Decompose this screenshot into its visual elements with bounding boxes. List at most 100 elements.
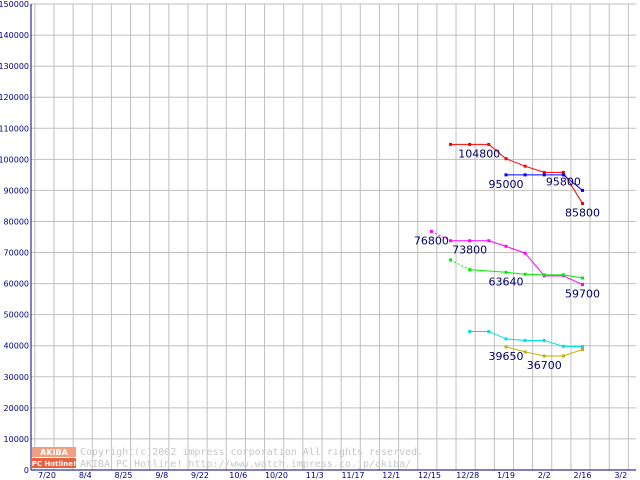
y-tick-label: 50000 <box>4 311 29 320</box>
copyright-line-1: Copyright(c)2002 impress corporation All… <box>80 447 423 458</box>
data-label: 95800 <box>546 175 581 188</box>
y-tick-label: 90000 <box>4 186 29 195</box>
copyright-line-2: AKIBA PC Hotline! http://www.watch.impre… <box>80 459 411 470</box>
data-point <box>561 344 565 348</box>
series-segment <box>563 174 583 191</box>
data-label: 39650 <box>489 350 524 363</box>
data-point <box>487 239 491 243</box>
data-point <box>449 239 453 243</box>
x-tick-label: 12/15 <box>418 471 441 480</box>
data-point <box>523 338 527 342</box>
series-segment <box>544 339 564 347</box>
x-tick-label: 9/8 <box>155 471 168 480</box>
x-tick-label: 8/4 <box>79 471 92 480</box>
x-tick-label: 8/25 <box>115 471 133 480</box>
x-tick-label: 3/2 <box>614 471 627 480</box>
data-point <box>468 142 472 146</box>
series-segment <box>505 271 526 275</box>
data-point <box>581 188 584 192</box>
data-label: 76800 <box>414 234 449 247</box>
series-segment <box>563 275 583 285</box>
y-tick-label: 40000 <box>4 342 29 351</box>
data-label: 104800 <box>458 147 500 160</box>
y-axis-ticks: 0 10000 20000 30000 40000 50000 60000 70000 8000… <box>0 0 29 475</box>
x-tick-label: 11/3 <box>306 471 324 480</box>
x-tick-label: 12/1 <box>382 471 400 480</box>
grid <box>31 3 636 471</box>
series-segment <box>488 330 507 340</box>
data-point <box>449 258 453 262</box>
data-point <box>504 345 508 349</box>
x-axis-ticks: 7/20 8/4 8/25 9/8 9/22 10/6 10/20 11/3 11/17 12/1… <box>38 471 627 480</box>
series-segment <box>450 259 470 271</box>
series <box>429 142 584 358</box>
watermark: AKIBA PC Hotline! Copyright(c)2002 impre… <box>32 447 423 470</box>
data-point <box>561 354 565 358</box>
logo-bottom-text: PC Hotline! <box>32 460 76 468</box>
data-point <box>542 354 546 358</box>
data-point <box>487 142 491 146</box>
logo-top-text: AKIBA <box>40 448 68 457</box>
x-tick-label: 9/22 <box>191 471 209 480</box>
x-tick-label: 2/16 <box>574 471 592 480</box>
series-segment <box>563 348 583 357</box>
series-segment <box>505 346 526 353</box>
data-point <box>468 268 472 272</box>
y-tick-label: 30000 <box>4 373 29 382</box>
y-tick-label: 140000 <box>0 31 29 40</box>
data-point <box>581 347 584 351</box>
y-tick-label: 120000 <box>0 93 29 102</box>
data-point <box>542 338 546 342</box>
series-5 <box>468 329 584 349</box>
series-segment <box>563 274 583 279</box>
x-tick-label: 11/17 <box>341 471 364 480</box>
data-label: 36700 <box>527 359 562 372</box>
series-6 <box>504 345 584 358</box>
data-point <box>504 270 508 274</box>
data-label: 85800 <box>565 206 600 219</box>
series-segment <box>488 144 507 160</box>
series-segment <box>505 338 526 341</box>
data-point <box>504 157 508 161</box>
data-point <box>504 244 508 248</box>
y-tick-label: 110000 <box>0 124 29 133</box>
series-segment <box>525 351 545 357</box>
series-segment <box>524 165 545 173</box>
series-segment <box>431 230 451 242</box>
data-point <box>581 276 584 280</box>
data-point <box>449 142 453 146</box>
data-point <box>523 164 527 168</box>
data-point <box>504 337 508 341</box>
axes <box>30 4 636 471</box>
series-2 <box>504 173 584 192</box>
data-point <box>542 273 546 277</box>
data-point <box>581 345 584 349</box>
series-segment <box>525 273 545 276</box>
data-point <box>581 201 584 205</box>
data-point <box>429 229 433 233</box>
data-point <box>487 329 491 333</box>
y-tick-label: 70000 <box>4 249 29 258</box>
x-tick-label: 10/20 <box>265 471 288 480</box>
x-tick-label: 2/2 <box>538 471 551 480</box>
data-point <box>561 273 565 277</box>
data-label: 95000 <box>489 178 524 191</box>
series-segment <box>488 240 507 247</box>
data-point <box>504 173 508 177</box>
data-point <box>581 283 584 287</box>
y-tick-label: 0 <box>24 466 29 475</box>
y-tick-label: 100000 <box>0 155 29 164</box>
data-point <box>468 239 472 243</box>
data-point <box>523 173 527 177</box>
series-4 <box>449 258 584 280</box>
series-segment <box>505 245 526 254</box>
y-tick-label: 80000 <box>4 217 29 226</box>
data-point <box>523 272 527 276</box>
akiba-logo: AKIBA PC Hotline! <box>32 447 76 468</box>
y-tick-label: 130000 <box>0 62 29 71</box>
y-tick-label: 150000 <box>0 0 29 9</box>
data-point <box>523 350 527 354</box>
data-point <box>542 173 546 177</box>
